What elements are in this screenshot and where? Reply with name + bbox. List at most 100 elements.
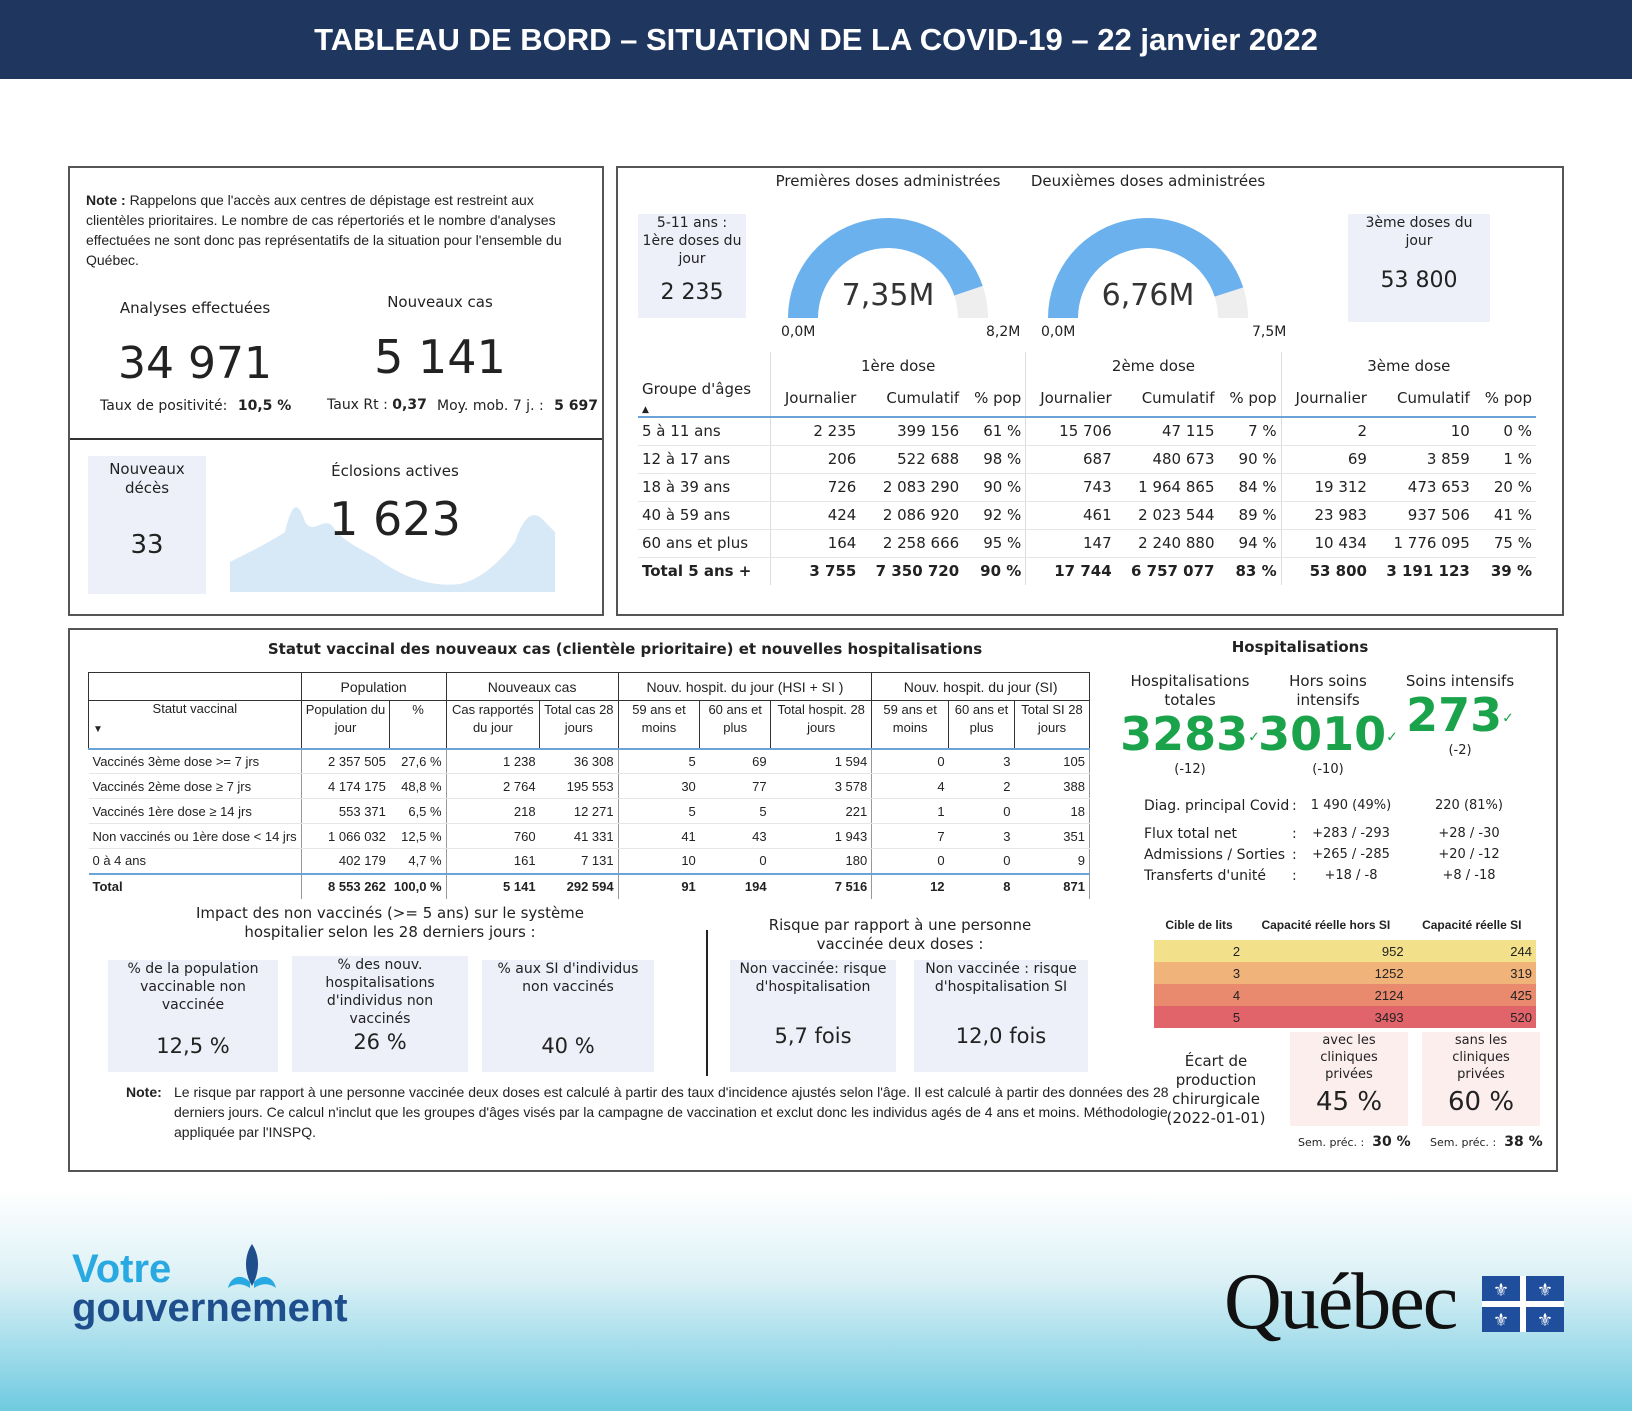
first-dose-gauge <box>788 218 988 318</box>
table-cell: 48,8 % <box>389 773 447 799</box>
surgery-prev-label: Sem. préc. : <box>1430 1136 1497 1149</box>
column-header[interactable]: Statut vaccinal ▼ <box>88 700 302 749</box>
table-cell: 3 191 123 <box>1386 562 1470 581</box>
column-header[interactable]: Cumulatif <box>1141 389 1215 407</box>
table-cell: 218 <box>445 798 540 824</box>
table-cell: 41 331 <box>539 823 619 849</box>
table-cell: 937 506 <box>1370 501 1474 530</box>
hosp-kpi-delta: (-12) <box>1174 761 1206 777</box>
table-cell: 3 <box>948 748 1015 774</box>
column-header[interactable]: Cumulatif <box>886 389 960 407</box>
table-cell: 0 % <box>1473 417 1536 446</box>
table-cell: 5 <box>699 798 771 824</box>
hosp-title: Hospitalisations <box>1231 638 1369 656</box>
hosp-line-colon: : <box>1292 868 1297 884</box>
table-cell: Total 5 ans + <box>642 562 752 581</box>
column-header[interactable]: Total cas 28 jours <box>539 700 619 749</box>
column-header[interactable]: Total hospit. 28 jours <box>770 700 872 749</box>
table-cell: Non vaccinés ou 1ère dose < 14 jrs <box>88 823 302 849</box>
kid-dose-label: 5-11 ans : 1ère doses du jour <box>642 215 742 267</box>
table-cell: 43 <box>699 823 771 849</box>
column-header[interactable]: 59 ans et moins <box>617 700 700 749</box>
table-row: Vaccinés 1ère dose ≥ 14 jrs 553 371 6,5 % 2… <box>88 798 1090 824</box>
table-cell: 47 115 <box>1115 417 1219 446</box>
table-cell: 147 <box>1025 529 1116 558</box>
table-row: 0 à 4 ans 402 179 4,7 % 161 7 131 10 0 180 0 0 9 <box>88 848 1090 874</box>
analyses-value: 34 971 <box>118 338 272 389</box>
hosp-kpi-value: 273✓ <box>1406 688 1514 742</box>
table-cell: 98 % <box>963 445 1026 474</box>
hosp-kpi-label: Hospitalisations totales <box>1130 672 1250 709</box>
hosp-line-value: +8 / -18 <box>1442 868 1496 883</box>
column-header[interactable]: % <box>389 700 447 749</box>
table-cell: 8 553 262 <box>300 873 390 899</box>
capacity-row: 5 3493 520 <box>1154 1006 1536 1028</box>
table-cell: 0 <box>871 848 949 874</box>
outbreaks-sparkline <box>230 507 555 592</box>
table-cell: 180 <box>845 853 868 869</box>
column-header[interactable]: Total SI 28 jours <box>1014 700 1090 749</box>
table-cell: 7 % <box>1218 417 1282 446</box>
second-gauge-title: Deuxièmes doses administrées <box>1030 172 1266 190</box>
table-cell: 10 <box>617 848 700 874</box>
bottom-note: Note: Le risque par rapport à une person… <box>126 1082 1176 1142</box>
table-cell: 83 % <box>1235 562 1277 581</box>
table-cell: 12 271 <box>539 798 619 824</box>
surgery-prev-value: 38 % <box>1504 1134 1543 1150</box>
table-cell: 5 à 11 ans <box>638 417 771 446</box>
deaths-card: Nouveaux décès 33 <box>88 456 206 594</box>
table-cell: 1 776 095 <box>1370 529 1474 558</box>
hosp-line-colon: : <box>1292 826 1297 842</box>
table-cell: 39 % <box>1490 562 1532 581</box>
table-cell: 12 <box>871 873 949 899</box>
table-cell: Vaccinés 1ère dose ≥ 14 jrs <box>88 798 302 824</box>
column-header[interactable]: Cas rapportés du jour <box>445 700 540 749</box>
kid-dose-value: 2 235 <box>660 280 724 305</box>
second-dose-gauge <box>1048 218 1248 318</box>
column-header[interactable]: 60 ans et plus <box>948 700 1015 749</box>
third-dose-card: 3ème doses du jour 53 800 <box>1348 214 1490 322</box>
capacity-row: 2 952 244 <box>1154 940 1536 962</box>
hosp-line-value: +265 / -285 <box>1312 847 1390 862</box>
table-cell: 473 653 <box>1370 473 1474 502</box>
capacity-header: Cible de lits <box>1165 918 1233 932</box>
table-cell: 23 983 <box>1280 501 1371 530</box>
divider <box>70 438 602 440</box>
column-header[interactable]: % pop <box>974 389 1022 407</box>
column-header[interactable]: Population du jour <box>300 700 390 749</box>
table-cell: 5 <box>617 798 700 824</box>
group-header: Nouv. hospit. du jour (HSI + SI ) <box>617 672 873 701</box>
table-cell: 522 688 <box>860 445 964 474</box>
table-cell: 1 943 <box>770 823 872 849</box>
table-cell: 10 434 <box>1280 529 1371 558</box>
table-cell: 3 578 <box>770 773 872 799</box>
table-cell: 461 <box>1025 501 1116 530</box>
table-row: Vaccinés 3ème dose >= 7 jrs 2 357 505 27,6… <box>88 748 1090 774</box>
third-dose-label: 3ème doses du jour <box>1365 215 1473 249</box>
surgery-prev: Sem. préc. : 30 % <box>1298 1134 1411 1150</box>
cases-value: 5 141 <box>374 330 506 384</box>
table-row: Total 5 ans + 3 755 7 350 720 90 % 17 744 6 7… <box>638 557 1536 585</box>
positivity-value: 10,5 % <box>237 398 292 414</box>
table-cell: 292 594 <box>566 879 614 894</box>
column-header[interactable]: % pop <box>1229 389 1277 407</box>
column-header[interactable]: Groupe d'âges ▲ <box>642 380 752 415</box>
surgery-card-value: 45 % <box>1315 1087 1383 1117</box>
rt-value: 0,37 <box>392 397 427 413</box>
hosp-kpi: Hospitalisations totales 3283✓ (-12) <box>1120 672 1260 788</box>
table-cell: 94 % <box>1218 529 1282 558</box>
table-cell: 2 258 666 <box>860 529 964 558</box>
table-cell: 388 <box>1014 773 1090 799</box>
column-header[interactable]: 60 ans et plus <box>699 700 771 749</box>
column-header[interactable]: % pop <box>1484 389 1532 407</box>
column-header[interactable]: Cumulatif <box>1397 389 1470 407</box>
table-cell: 2 086 920 <box>860 501 964 530</box>
column-header[interactable]: 59 ans et moins <box>871 700 949 749</box>
table-cell: 206 <box>769 445 861 474</box>
column-header[interactable]: Journalier <box>769 380 861 417</box>
table-cell: 3493 <box>1374 1009 1404 1025</box>
column-header[interactable]: Journalier <box>1025 380 1116 417</box>
column-header[interactable]: Journalier <box>1280 380 1371 417</box>
sort-icon[interactable]: ▼ <box>93 724 103 735</box>
table-cell: 2124 <box>1374 987 1404 1003</box>
